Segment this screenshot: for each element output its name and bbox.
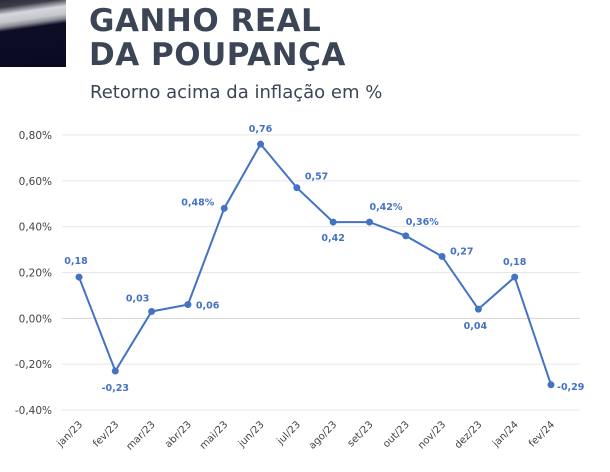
x-tick-label: nov/23 (416, 419, 448, 451)
x-tick-label: ago/23 (307, 419, 339, 451)
title-line-2: DA POUPANÇA (89, 37, 346, 73)
page-title: GANHO REAL DA POUPANÇA (89, 4, 346, 72)
x-axis-labels: jan/23 fev/23 mar/23 abr/23 mai/23 jun/23 jul/… (54, 419, 557, 452)
data-label: 0,42% (369, 202, 402, 213)
x-tick-label: dez/23 (453, 419, 485, 451)
data-label: 0,76 (249, 124, 273, 135)
data-point (148, 307, 156, 315)
y-tick-label: -0,40% (15, 405, 52, 417)
data-point (184, 301, 192, 309)
data-label: -0,29 (557, 382, 584, 393)
data-point (438, 252, 446, 260)
data-point (329, 218, 337, 226)
x-tick-label: jan/24 (490, 419, 521, 450)
y-tick-label: 0,60% (19, 176, 52, 188)
data-label: 0,18 (64, 256, 88, 267)
x-tick-label: set/23 (346, 419, 376, 449)
data-point (257, 140, 265, 148)
x-tick-label: out/23 (381, 419, 412, 450)
data-point (402, 232, 410, 240)
x-tick-label: jun/23 (236, 419, 267, 450)
data-point (75, 273, 83, 281)
data-label: 0,27 (450, 246, 473, 257)
x-tick-label: jan/23 (54, 419, 85, 450)
data-point (220, 204, 228, 212)
y-tick-label: 0,20% (19, 268, 52, 280)
series-line (78, 142, 552, 386)
title-line-1: GANHO REAL (89, 3, 322, 39)
x-tick-label: jul/23 (275, 419, 303, 447)
data-label: -0,23 (102, 383, 129, 394)
data-point (365, 218, 373, 226)
data-point (511, 273, 519, 281)
x-tick-label: fev/23 (91, 419, 121, 449)
data-label: 0,03 (126, 293, 149, 304)
data-point (474, 305, 482, 313)
y-tick-label: 0,40% (19, 222, 52, 234)
data-label: 0,18 (503, 257, 527, 268)
x-tick-label: mar/23 (124, 419, 157, 452)
y-tick-label: 0,00% (19, 313, 52, 325)
page-subtitle: Retorno acima da inflação em % (90, 82, 383, 103)
data-point (111, 367, 119, 375)
x-tick-label: fev/24 (527, 419, 557, 449)
data-label: 0,04 (464, 321, 488, 332)
x-tick-label: abr/23 (163, 419, 194, 450)
data-label: 0,48% (181, 197, 214, 208)
data-point (293, 184, 301, 192)
y-axis-labels: 0,80% 0,60% 0,40% 0,20% 0,00% -0,20% -0,40% (15, 130, 52, 417)
data-labels: 0,18 -0,23 0,03 0,06 0,48% 0,76 0,57 0,42 0,42% 0… (64, 124, 584, 394)
y-tick-label: -0,20% (15, 359, 52, 371)
x-tick-label: mai/23 (198, 419, 230, 451)
y-tick-label: 0,80% (19, 130, 52, 142)
data-label: 0,42 (321, 233, 344, 244)
header-photo (0, 0, 66, 67)
data-point (547, 381, 555, 389)
data-label: 0,57 (305, 172, 328, 183)
data-label: 0,36% (406, 217, 439, 228)
data-points (75, 140, 555, 389)
data-label: 0,06 (196, 301, 220, 312)
